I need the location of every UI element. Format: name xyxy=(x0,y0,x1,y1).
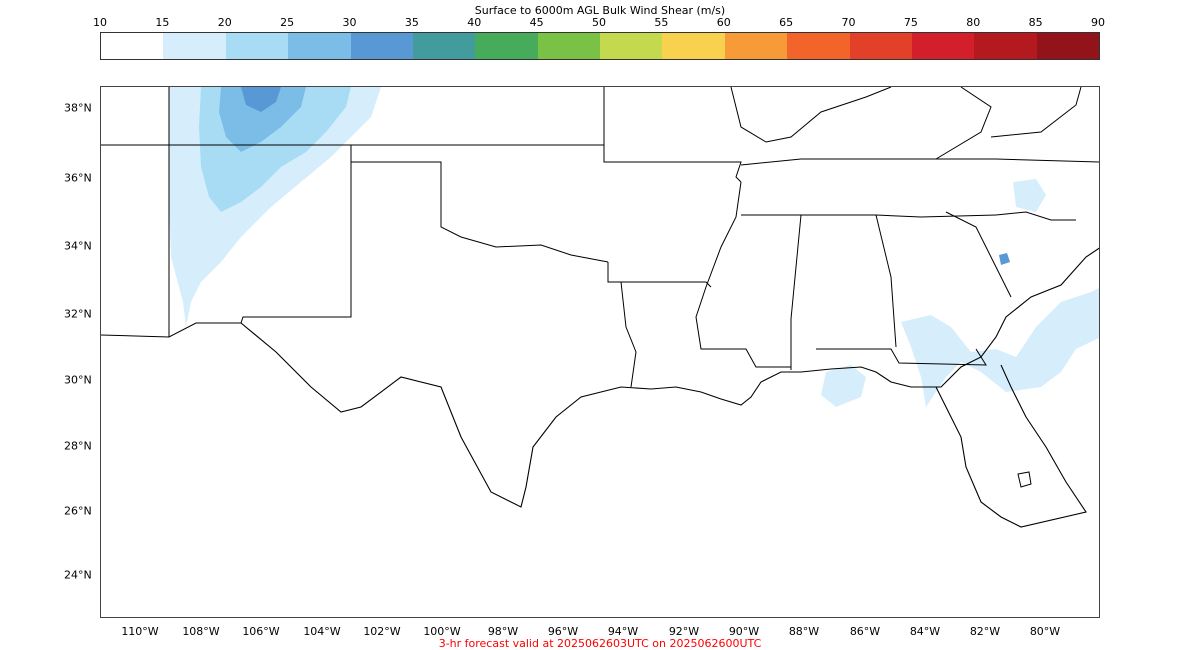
coastline-florida xyxy=(935,364,1087,528)
colorbar-tick-label: 50 xyxy=(592,16,606,29)
border-ar-la xyxy=(621,281,712,288)
longitude-label: 108°W xyxy=(182,625,220,638)
latitude-label: 28°N xyxy=(64,439,92,453)
state-boundaries xyxy=(101,87,1099,388)
colorbar-tick-label: 70 xyxy=(841,16,856,29)
longitude-label: 96°W xyxy=(547,625,579,638)
colorbar-tick-label: 65 xyxy=(779,16,794,29)
colorbar-tick-label: 10 xyxy=(93,16,107,29)
border-ky-top xyxy=(730,87,892,143)
colorbar-tick-label: 45 xyxy=(529,16,544,29)
lake-okeechobee xyxy=(1017,471,1032,488)
border-al-ga xyxy=(875,214,897,348)
latitude-label: 24°N xyxy=(64,568,92,582)
colorbar-swatch xyxy=(600,33,663,59)
colorbar-swatch xyxy=(849,33,912,59)
colorbar xyxy=(100,32,1100,60)
colorbar-tick-label: 30 xyxy=(342,16,357,29)
colorbar-swatch xyxy=(537,33,600,59)
colorbar-swatch xyxy=(412,33,476,59)
colorbar-swatch xyxy=(101,33,164,59)
latitude-label: 32°N xyxy=(64,307,92,321)
colorbar-tick-label: 90 xyxy=(1091,16,1105,29)
longitude-label: 94°W xyxy=(607,625,639,638)
colorbar-tick-label: 80 xyxy=(966,16,981,29)
colorbar-swatch xyxy=(163,33,226,59)
colorbar-swatch xyxy=(1036,33,1099,59)
colorbar-tick-label: 60 xyxy=(716,16,731,29)
longitude-label: 98°W xyxy=(487,625,519,638)
colorbar-swatch xyxy=(724,33,788,59)
latitude-label: 26°N xyxy=(64,504,92,518)
shear-area-southeast xyxy=(901,288,1099,407)
border-fl-line xyxy=(816,348,987,366)
coastline xyxy=(240,247,1099,508)
border-tx-la xyxy=(607,262,637,388)
border-nc-sc xyxy=(995,211,1076,221)
forecast-valid-caption: 3-hr forecast valid at 2025062603UTC on … xyxy=(438,637,762,650)
longitude-label: 82°W xyxy=(969,625,1001,638)
shear-shading-30-35 xyxy=(241,87,1010,265)
border-ms-al xyxy=(790,214,802,370)
colorbar-tick-label: 25 xyxy=(280,16,295,29)
map-panel[interactable] xyxy=(100,86,1100,618)
map-canvas xyxy=(101,87,1099,528)
colorbar-tick-label: 15 xyxy=(155,16,170,29)
latitude-label: 30°N xyxy=(64,373,92,387)
colorbar-swatch xyxy=(288,33,351,59)
colorbar-title: Surface to 6000m AGL Bulk Wind Shear (m/… xyxy=(474,4,726,17)
border-ky-tn xyxy=(740,158,1099,166)
longitude-label: 106°W xyxy=(242,625,280,638)
latitude-label: 36°N xyxy=(64,171,92,185)
colorbar-tick-label: 55 xyxy=(654,16,669,29)
colorbar-tick-label: 75 xyxy=(903,16,918,29)
colorbar-swatch xyxy=(787,33,850,59)
longitude-label: 88°W xyxy=(788,625,820,638)
colorbar-swatch xyxy=(974,33,1037,59)
colorbar-tick-labels: 10 15 20 25 30 35 40 45 50 55 60 65 70 75 80 85 90 xyxy=(93,16,1105,30)
border-ok-ks xyxy=(350,145,742,183)
shear-area-gulf-east xyxy=(821,365,866,407)
latitude-label: 34°N xyxy=(64,239,92,253)
longitude-label: 86°W xyxy=(849,625,881,638)
colorbar-tick-label: 35 xyxy=(404,16,419,29)
colorbar-tick-label: 85 xyxy=(1028,16,1043,29)
colorbar-swatch xyxy=(662,33,725,59)
shear-area-carolina xyxy=(1013,179,1046,212)
border-wv-va xyxy=(935,87,1082,160)
shear-area-inner xyxy=(219,87,306,152)
border-nm-tx xyxy=(101,87,609,338)
colorbar-tick-label: 40 xyxy=(467,16,482,29)
colorbar-swatch xyxy=(350,33,413,59)
colorbar-swatch xyxy=(911,33,975,59)
colorbar-swatch xyxy=(225,33,289,59)
longitude-label: 102°W xyxy=(363,625,401,638)
longitude-label: 110°W xyxy=(121,625,159,638)
shear-spot-carolina xyxy=(999,253,1010,265)
longitude-label: 104°W xyxy=(303,625,341,638)
longitude-label: 90°W xyxy=(728,625,760,638)
colorbar-swatch xyxy=(475,33,538,59)
border-ms-river xyxy=(695,181,791,368)
border-ga-sc xyxy=(945,211,1012,298)
border-tn xyxy=(741,214,997,218)
longitude-label: 84°W xyxy=(909,625,941,638)
longitude-label: 100°W xyxy=(423,625,461,638)
longitude-label: 80°W xyxy=(1029,625,1061,638)
colorbar-tick-label: 20 xyxy=(217,16,232,29)
shear-shading-25-30 xyxy=(219,87,306,152)
shear-area-max xyxy=(241,87,281,112)
longitude-label: 92°W xyxy=(668,625,700,638)
latitude-label: 38°N xyxy=(64,101,92,115)
